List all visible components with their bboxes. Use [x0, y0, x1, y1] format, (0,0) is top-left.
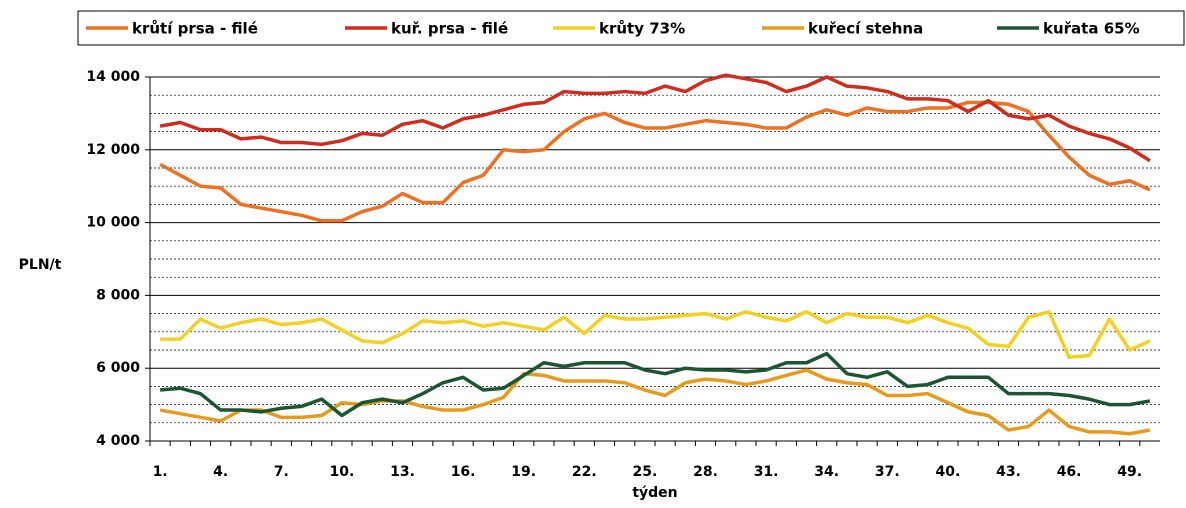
- series-line: [159, 100, 1151, 223]
- x-tick-label: 7.: [274, 464, 289, 480]
- x-tick-label: 25.: [632, 464, 657, 480]
- legend-label: krůtí prsa - filé: [132, 20, 258, 38]
- y-tick-label: 14 000: [86, 69, 140, 85]
- x-tick-label: 43.: [996, 464, 1021, 480]
- series-line: [159, 73, 1151, 163]
- y-tick-label: 8 000: [96, 287, 140, 303]
- x-tick-label: 28.: [693, 464, 718, 480]
- y-tick-label: 10 000: [86, 215, 140, 231]
- y-axis-label: PLN/t: [19, 257, 62, 273]
- x-tick-label: 16.: [451, 464, 476, 480]
- x-tick-label: 4.: [213, 464, 228, 480]
- x-tick-label: 37.: [875, 464, 900, 480]
- legend-label: kuřata 65%: [1043, 20, 1140, 38]
- y-tick-label: 12 000: [86, 142, 140, 158]
- y-tick-label: 4 000: [96, 433, 140, 449]
- series-line: [159, 351, 1151, 418]
- series-line: [160, 310, 1151, 360]
- x-tick-label: 10.: [329, 464, 354, 480]
- x-tick-label: 19.: [511, 464, 536, 480]
- x-tick-label: 22.: [572, 464, 597, 480]
- legend-label: kuř. prsa - filé: [391, 20, 508, 38]
- series-line: [159, 368, 1151, 436]
- x-tick-label: 46.: [1057, 464, 1082, 480]
- x-tick-label: 31.: [754, 464, 779, 480]
- y-tick-label: 6 000: [96, 360, 140, 376]
- legend-label: krůty 73%: [599, 20, 685, 38]
- x-tick-label: 13.: [390, 464, 415, 480]
- x-tick-label: 34.: [814, 464, 839, 480]
- x-axis-label: týden: [632, 485, 677, 501]
- x-tick-label: 49.: [1117, 464, 1142, 480]
- legend-label: kuřecí stehna: [808, 20, 923, 38]
- x-tick-label: 1.: [153, 464, 168, 480]
- x-tick-label: 40.: [935, 464, 960, 480]
